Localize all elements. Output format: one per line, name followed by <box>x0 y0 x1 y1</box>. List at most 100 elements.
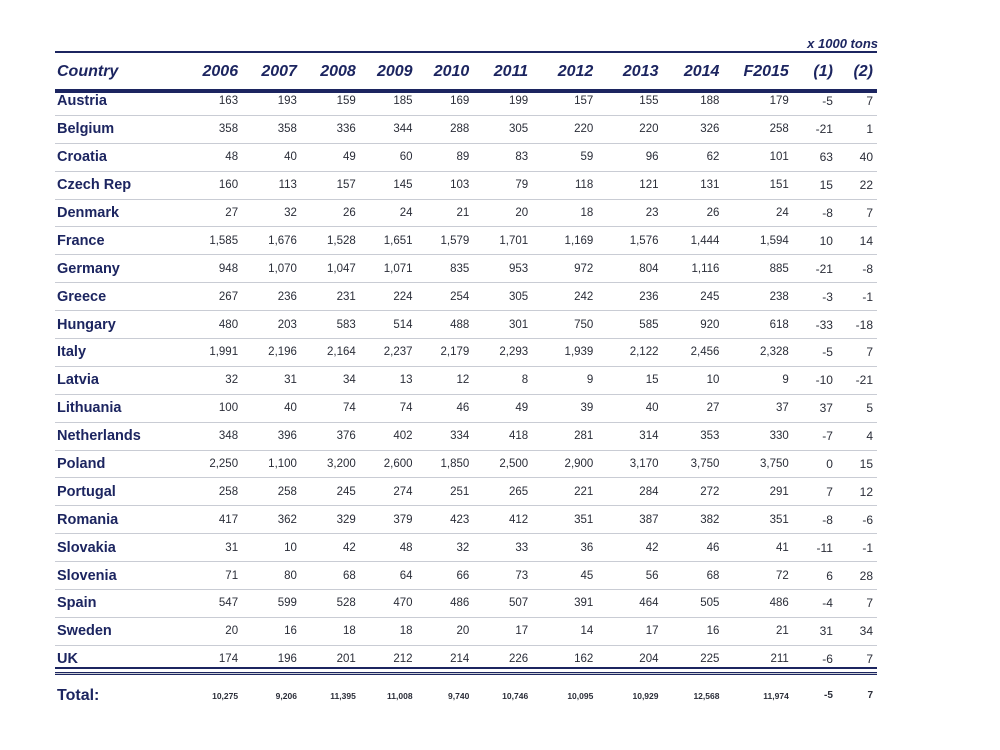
value-cell: 37 <box>723 394 793 423</box>
value-cell: 48 <box>359 533 417 563</box>
value-cell: 179 <box>723 88 793 116</box>
change-cell: 7 <box>836 338 877 367</box>
value-cell: 528 <box>300 589 360 618</box>
value-cell: 417 <box>179 505 243 535</box>
value-cell: 18 <box>359 617 417 646</box>
value-cell: 73 <box>473 561 533 591</box>
value-cell: 423 <box>416 505 474 535</box>
value-cell: 1,651 <box>359 226 417 256</box>
value-cell: 1,100 <box>242 450 301 479</box>
change-cell: 15 <box>836 450 877 479</box>
value-cell: 358 <box>179 115 243 144</box>
change-cell: -5 <box>792 88 837 116</box>
value-cell: 20 <box>179 617 243 646</box>
value-cell: 23 <box>597 199 663 228</box>
value-cell: 953 <box>473 254 533 284</box>
country-name: Belgium <box>55 115 180 144</box>
value-cell: 920 <box>662 310 724 340</box>
value-cell: 305 <box>473 282 533 312</box>
value-cell: 396 <box>242 422 301 451</box>
change-cell: -11 <box>792 533 837 563</box>
value-cell: 10,275 <box>212 690 239 701</box>
change-cell: -5 <box>792 338 837 367</box>
value-cell: 412 <box>473 505 533 535</box>
table-row: Hungary 480 203 583 514 488 301 750 585 920 618 -33… <box>55 310 877 340</box>
value-cell: 358 <box>242 115 301 144</box>
change-cell: -21 <box>836 366 877 395</box>
value-cell: 62 <box>662 143 724 172</box>
value-cell: 242 <box>532 282 598 312</box>
value-cell: 203 <box>242 310 301 340</box>
country-name: Denmark <box>55 199 180 228</box>
value-cell: 281 <box>532 422 598 451</box>
value-cell: 11,974 <box>763 690 789 701</box>
value-cell: 33 <box>473 533 533 563</box>
value-cell: 418 <box>473 422 533 451</box>
column-header: 2010 <box>433 63 470 80</box>
value-cell: 56 <box>597 561 663 591</box>
header-top-rule <box>55 51 877 53</box>
country-name: Romania <box>55 505 180 535</box>
column-header: 2013 <box>622 63 659 80</box>
value-cell: 351 <box>532 505 598 535</box>
change-cell: 10 <box>792 226 837 256</box>
column-header: 2006 <box>202 63 239 80</box>
value-cell: 220 <box>532 115 598 144</box>
value-cell: 2,600 <box>359 450 417 479</box>
column-header: 2008 <box>320 63 356 80</box>
value-cell: 254 <box>416 282 474 312</box>
value-cell: 344 <box>359 115 417 144</box>
table-row: Romania 417 362 329 379 423 412 351 387 382 351 -8-… <box>55 505 877 535</box>
value-cell: 160 <box>179 171 243 200</box>
value-cell: 2,900 <box>532 450 598 479</box>
change-cell: 40 <box>836 143 877 172</box>
value-cell: 221 <box>532 477 598 507</box>
country-name: Portugal <box>55 477 180 507</box>
column-header: 2007 <box>261 63 297 80</box>
column-header: 2011 <box>493 63 529 80</box>
value-cell: 2,179 <box>416 338 474 367</box>
value-cell: 16 <box>242 617 301 646</box>
table-row: Czech Rep 160 113 157 145 103 79 118 121 131 151 15… <box>55 171 877 200</box>
value-cell: 1,594 <box>723 226 793 256</box>
value-cell: 274 <box>359 477 417 507</box>
value-cell: 10 <box>662 366 724 395</box>
value-cell: 547 <box>179 589 243 618</box>
table-row: Netherlands 348 396 376 402 334 418 281 314 353 33… <box>55 422 877 451</box>
value-cell: 391 <box>532 589 598 618</box>
change-cell: 6 <box>792 561 837 591</box>
country-name: UK <box>55 645 180 674</box>
change-cell: -21 <box>792 115 837 144</box>
value-cell: 379 <box>359 505 417 535</box>
value-cell: 1,676 <box>242 226 301 256</box>
value-cell: 1,991 <box>179 338 243 367</box>
change-cell: -18 <box>836 310 877 340</box>
value-cell: 599 <box>242 589 301 618</box>
change-cell: 15 <box>792 171 837 200</box>
value-cell: 157 <box>532 88 598 116</box>
change-cell: -8 <box>836 254 877 284</box>
value-cell: 583 <box>300 310 360 340</box>
value-cell: 3,750 <box>723 450 793 479</box>
value-cell: 72 <box>723 561 793 591</box>
value-cell: 169 <box>416 88 474 116</box>
change-cell: 63 <box>792 143 837 172</box>
change-cell: 7 <box>836 88 877 116</box>
country-name: Greece <box>55 282 180 312</box>
value-cell: 1,047 <box>300 254 360 284</box>
value-cell: 1,850 <box>416 450 474 479</box>
value-cell: 291 <box>723 477 793 507</box>
column-header: F2015 <box>743 63 789 80</box>
country-name: Poland <box>55 450 180 479</box>
value-cell: 1,576 <box>597 226 663 256</box>
value-cell: 505 <box>662 589 724 618</box>
value-cell: 272 <box>662 477 724 507</box>
table-row: Portugal 258 258 245 274 251 265 221 284 272 291 7 1… <box>55 477 877 507</box>
value-cell: 1,071 <box>359 254 417 284</box>
value-cell: 750 <box>532 310 598 340</box>
value-cell: 27 <box>662 394 724 423</box>
value-cell: 334 <box>416 422 474 451</box>
change-cell: 22 <box>836 171 877 200</box>
value-cell: 376 <box>300 422 360 451</box>
value-cell: 40 <box>597 394 663 423</box>
